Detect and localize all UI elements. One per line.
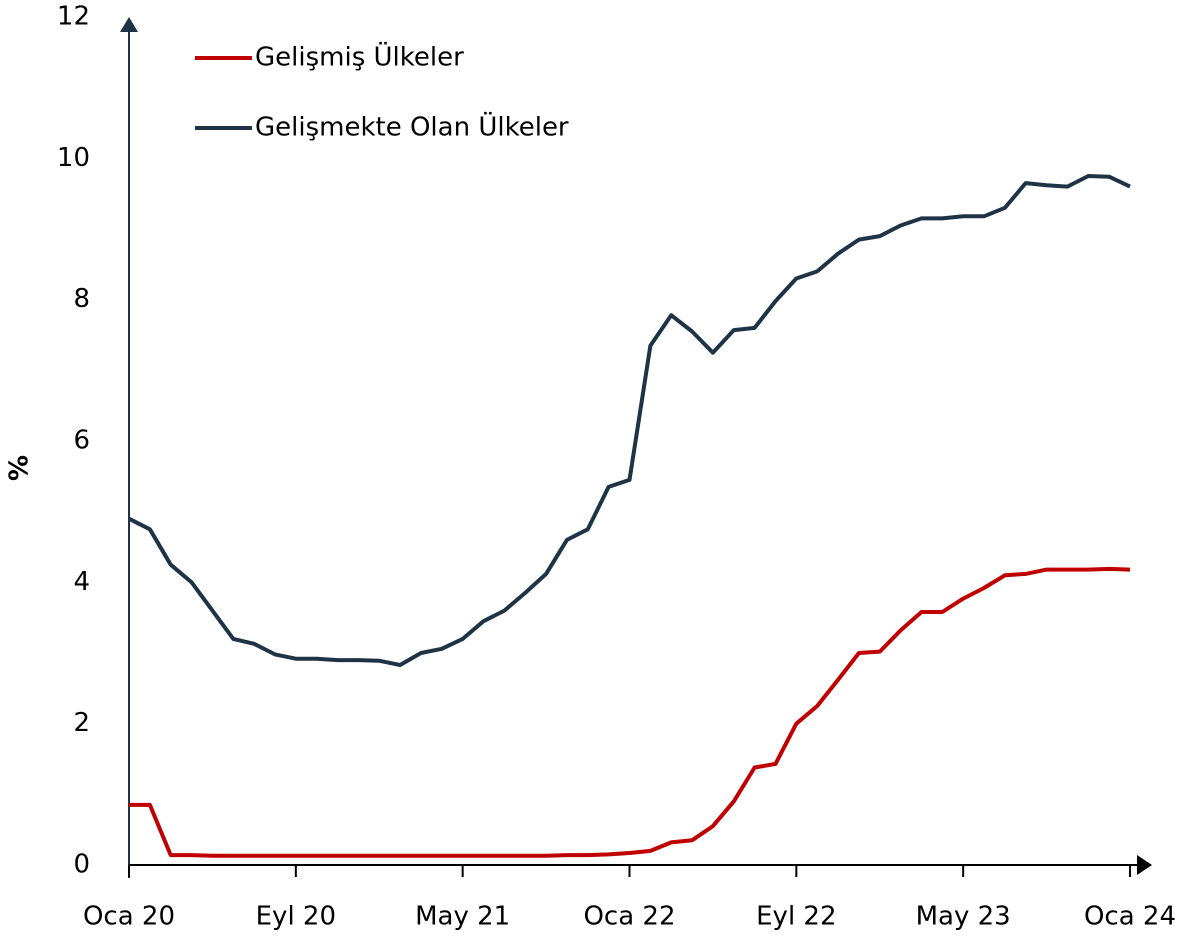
y-tick-label: 2 bbox=[73, 708, 90, 738]
y-tick-label: 12 bbox=[57, 2, 90, 32]
y-tick-label: 8 bbox=[73, 284, 90, 314]
legend-label: Gelişmekte Olan Ülkeler bbox=[255, 111, 569, 143]
x-tick-label: Oca 20 bbox=[83, 902, 175, 932]
x-tick-label: Oca 24 bbox=[1084, 902, 1176, 932]
x-tick-label: May 21 bbox=[415, 902, 510, 932]
x-tick-label: Eyl 20 bbox=[256, 902, 336, 932]
x-tick-label: Eyl 22 bbox=[756, 902, 836, 932]
legend-label: Gelişmiş Ülkeler bbox=[255, 41, 464, 73]
y-tick-label: 10 bbox=[57, 143, 90, 173]
y-axis-arrow bbox=[120, 17, 138, 32]
y-axis-label: % bbox=[5, 455, 35, 481]
x-axis-arrow bbox=[1137, 855, 1152, 875]
y-tick-label: 4 bbox=[73, 567, 90, 597]
y-tick-label: 6 bbox=[73, 426, 90, 456]
line-series bbox=[129, 566, 1131, 858]
y-tick-label: 0 bbox=[73, 850, 90, 880]
x-tick-label: Oca 22 bbox=[583, 902, 675, 932]
x-tick-label: May 23 bbox=[916, 902, 1011, 932]
line-series bbox=[128, 174, 1131, 667]
